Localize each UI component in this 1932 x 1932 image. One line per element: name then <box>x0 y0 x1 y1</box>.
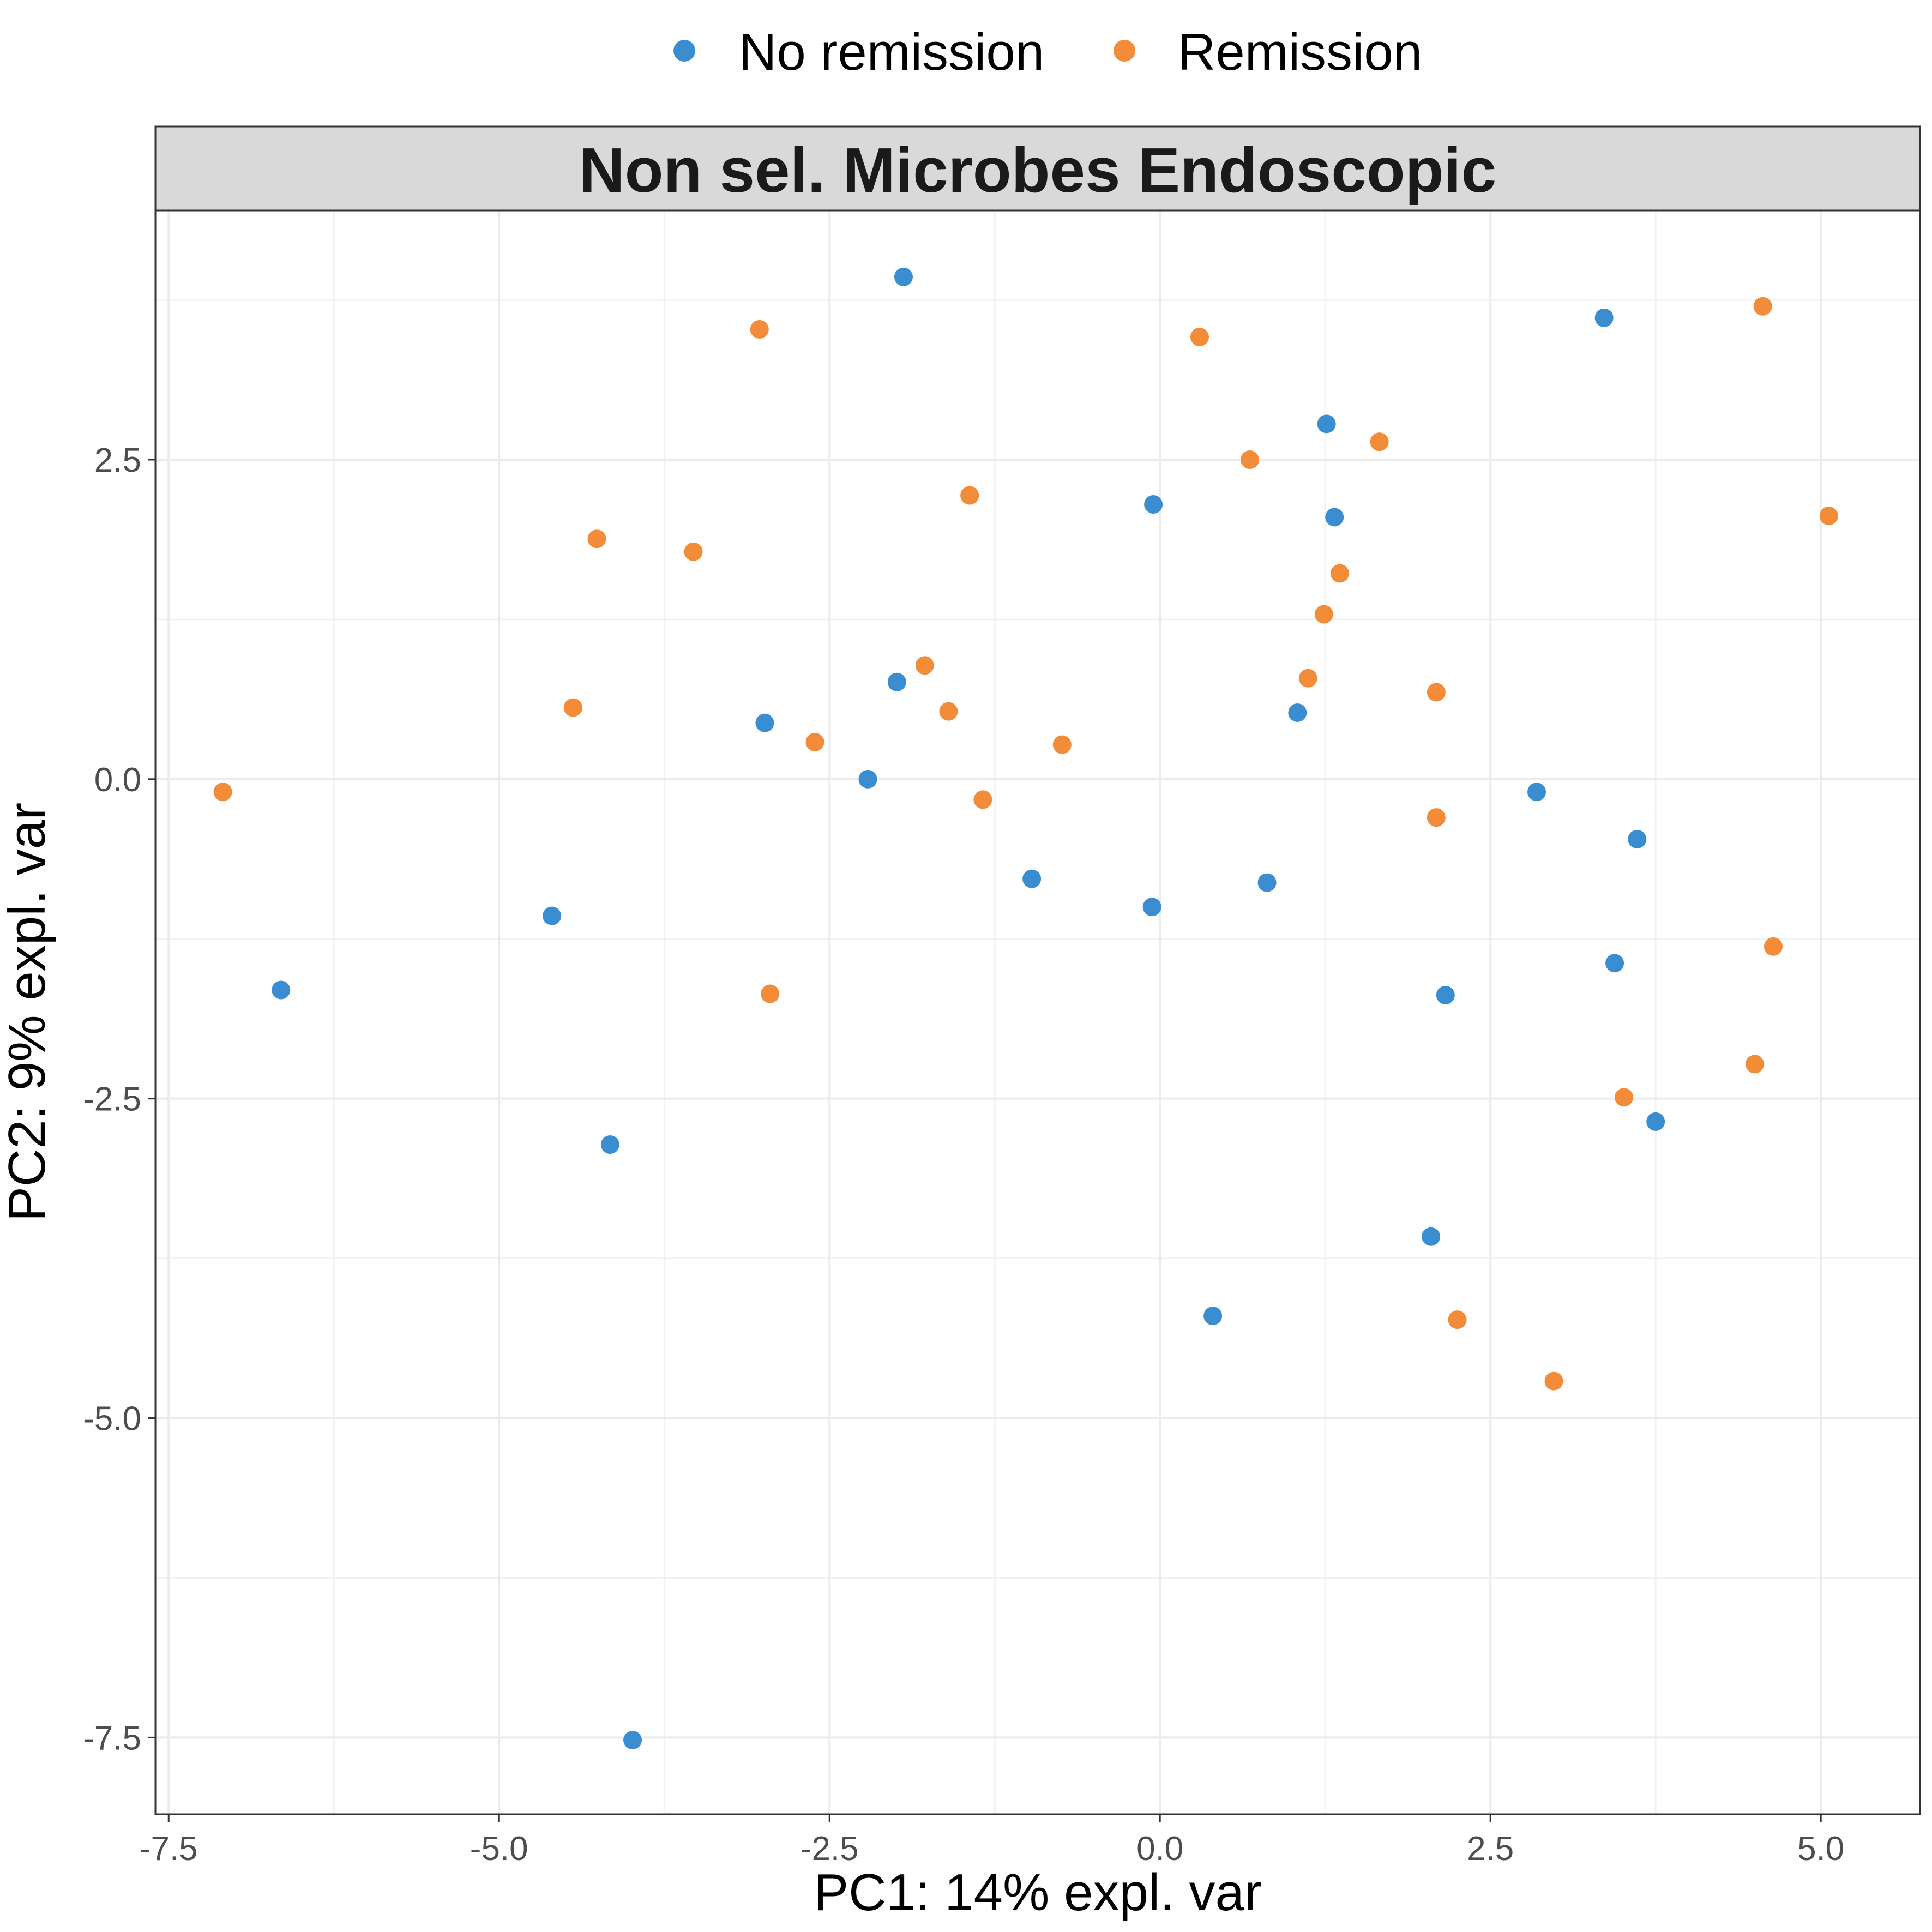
point-remission <box>805 732 824 751</box>
point-no-remission <box>1594 308 1614 327</box>
x-tick-label: -2.5 <box>801 1830 859 1868</box>
legend-label-no-remission: No remission <box>739 23 1044 81</box>
point-no-remission <box>1257 873 1277 892</box>
legend-marker-no-remission <box>673 40 695 62</box>
y-tick-label: -5.0 <box>83 1400 141 1438</box>
plot-panel <box>154 209 1921 1815</box>
x-tick-label: 5.0 <box>1797 1830 1844 1868</box>
legend: No remission Remission <box>673 23 1422 81</box>
point-no-remission <box>1422 1227 1441 1246</box>
point-no-remission <box>755 713 774 732</box>
point-no-remission <box>1288 703 1307 722</box>
point-no-remission <box>543 906 562 925</box>
plot-panel-border <box>154 209 1921 1815</box>
point-remission <box>1544 1371 1563 1391</box>
x-axis-title: PC1: 14% expl. var <box>814 1863 1262 1922</box>
point-remission <box>1190 327 1209 346</box>
point-no-remission <box>1325 508 1344 527</box>
legend-label-remission: Remission <box>1178 23 1422 81</box>
point-no-remission <box>1144 495 1163 514</box>
point-remission <box>960 486 979 505</box>
point-remission <box>973 790 992 809</box>
point-remission <box>750 320 769 339</box>
point-remission <box>1746 1055 1765 1074</box>
point-remission <box>1819 507 1838 526</box>
point-remission <box>939 702 958 721</box>
point-remission <box>1615 1088 1634 1107</box>
point-remission <box>1427 808 1446 827</box>
point-remission <box>1427 683 1446 702</box>
y-tick-label: -2.5 <box>83 1081 141 1118</box>
minor-gridlines <box>155 210 1920 1814</box>
x-axis: -7.5 -5.0 -2.5 0.0 2.5 5.0 <box>140 1814 1844 1868</box>
x-tick-label: 0.0 <box>1136 1830 1183 1868</box>
point-remission <box>1753 297 1772 316</box>
point-remission <box>1314 605 1333 624</box>
point-no-remission <box>623 1731 642 1750</box>
facet-strip <box>154 125 1921 212</box>
point-no-remission <box>1628 829 1647 848</box>
point-no-remission <box>600 1135 619 1154</box>
point-remission <box>915 656 934 675</box>
y-tick-label: -7.5 <box>83 1719 141 1757</box>
point-remission <box>563 698 582 717</box>
chart-title: Non sel. Microbes Endoscopic <box>579 135 1496 206</box>
x-tick-label: -5.0 <box>470 1830 528 1868</box>
point-remission <box>1330 564 1349 583</box>
x-tick-label: -7.5 <box>140 1830 198 1868</box>
point-no-remission <box>887 672 906 691</box>
legend-marker-remission <box>1114 40 1135 62</box>
point-remission <box>1298 669 1317 688</box>
y-axis: 2.5 0.0 -2.5 -5.0 -7.5 <box>83 442 155 1757</box>
point-no-remission <box>1203 1307 1223 1326</box>
point-remission <box>761 984 780 1003</box>
y-tick-label: 2.5 <box>94 442 141 479</box>
y-tick-label: 0.0 <box>94 761 141 799</box>
point-no-remission <box>1142 898 1161 917</box>
point-remission <box>684 542 703 561</box>
point-remission <box>213 783 232 802</box>
major-gridlines <box>155 210 1920 1814</box>
point-no-remission <box>1605 954 1624 973</box>
point-remission <box>1241 450 1260 469</box>
y-axis-title: PC2: 9% expl. var <box>0 803 56 1221</box>
point-no-remission <box>1317 414 1336 434</box>
point-no-remission <box>1436 985 1455 1004</box>
point-no-remission <box>1646 1112 1665 1131</box>
point-no-remission <box>894 267 913 286</box>
point-no-remission <box>858 769 877 789</box>
point-no-remission <box>272 980 291 1000</box>
data-points <box>213 267 1838 1750</box>
x-tick-label: 2.5 <box>1467 1830 1514 1868</box>
point-no-remission <box>1527 783 1546 802</box>
point-remission <box>1052 735 1072 754</box>
point-remission <box>587 529 606 549</box>
point-remission <box>1448 1310 1467 1329</box>
point-no-remission <box>1022 869 1042 888</box>
point-remission <box>1370 432 1389 452</box>
point-remission <box>1764 937 1783 956</box>
